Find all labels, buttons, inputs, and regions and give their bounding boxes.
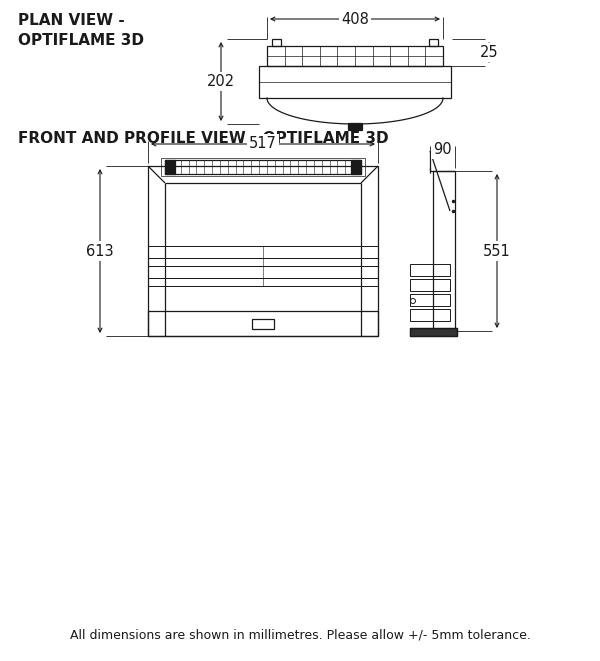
- Bar: [410, 309, 450, 321]
- Bar: [272, 39, 281, 46]
- Bar: [259, 66, 451, 98]
- Bar: [148, 278, 378, 286]
- Text: FRONT AND PROFILE VIEW - OPTIFLAME 3D: FRONT AND PROFILE VIEW - OPTIFLAME 3D: [18, 131, 389, 146]
- Bar: [165, 160, 175, 174]
- Bar: [410, 264, 450, 276]
- Bar: [410, 294, 450, 306]
- Bar: [165, 160, 361, 174]
- Text: 551: 551: [483, 243, 511, 258]
- Text: PLAN VIEW -
OPTIFLAME 3D: PLAN VIEW - OPTIFLAME 3D: [18, 13, 144, 48]
- Bar: [410, 328, 457, 336]
- Text: 613: 613: [86, 243, 114, 258]
- Bar: [148, 258, 378, 266]
- Text: 90: 90: [433, 141, 452, 157]
- Bar: [148, 166, 378, 336]
- Bar: [410, 328, 457, 336]
- Bar: [348, 123, 362, 130]
- Bar: [148, 266, 378, 278]
- Bar: [161, 158, 365, 176]
- Text: 408: 408: [341, 11, 369, 26]
- Text: 25: 25: [479, 45, 499, 60]
- Bar: [433, 171, 455, 331]
- Text: 517: 517: [249, 137, 277, 151]
- Bar: [410, 279, 450, 291]
- Bar: [252, 319, 274, 329]
- Bar: [148, 311, 378, 336]
- Bar: [148, 246, 378, 258]
- Text: 202: 202: [207, 74, 235, 89]
- Bar: [267, 46, 443, 66]
- Bar: [351, 160, 361, 174]
- Text: All dimensions are shown in millimetres. Please allow +/- 5mm tolerance.: All dimensions are shown in millimetres.…: [70, 628, 530, 641]
- Bar: [429, 39, 438, 46]
